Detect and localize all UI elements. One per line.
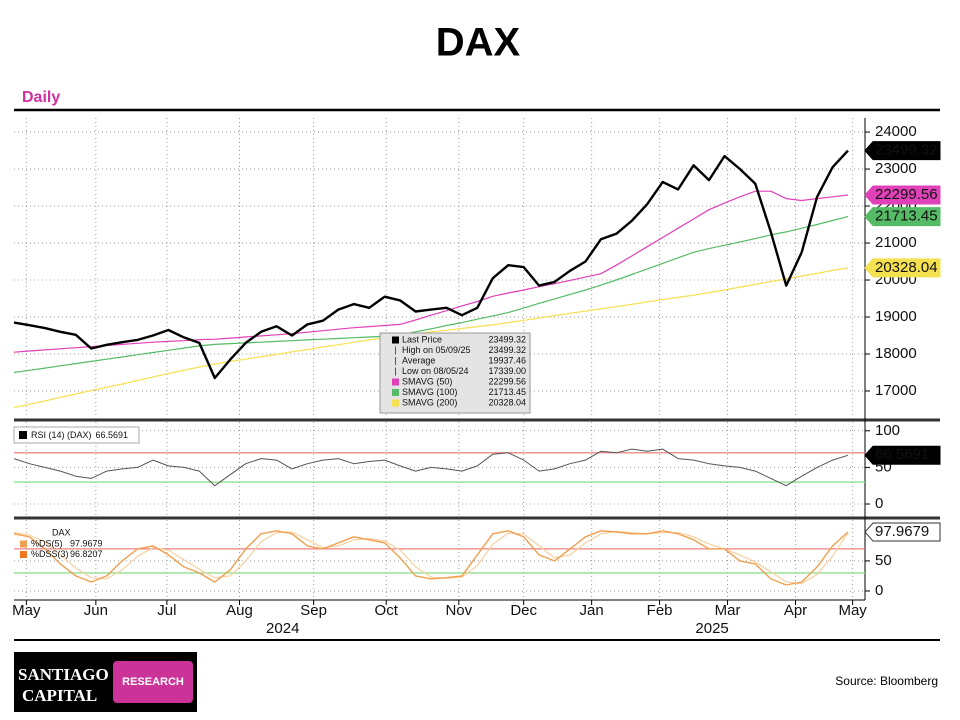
legend-value: 17339.00 [488, 366, 526, 376]
legend-label: High on 05/09/25 [402, 345, 471, 355]
series-line [13, 530, 849, 585]
legend-label: SMAVG (100) [402, 387, 457, 397]
x-tick-label: Sep [300, 602, 327, 619]
value-box-label: 66.5691 [875, 446, 929, 463]
value-box-label: 21713.45 [875, 208, 938, 225]
x-tick-label: Apr [784, 602, 807, 619]
legend-label: SMAVG (50) [402, 376, 452, 386]
logo-text: CAPITAL [22, 686, 97, 705]
legend-label: RSI (14) (DAX) [31, 430, 92, 440]
x-year-label: 2024 [266, 620, 299, 637]
legend-swatch [392, 399, 399, 407]
y-tick-label: 23000 [875, 160, 917, 177]
legend-swatch [20, 551, 27, 558]
series-line [13, 190, 849, 353]
legend: Last Price 23499.32 High on 05/09/25 23499.… [379, 332, 531, 414]
y-tick-label: 24000 [875, 123, 917, 140]
plots: 1700018000190002000021000220002300024000… [12, 118, 941, 637]
legend-swatch [392, 378, 399, 386]
legend-value: 23499.32 [488, 334, 526, 344]
x-tick-label: Aug [226, 602, 253, 619]
legend-swatch [20, 540, 27, 548]
value-box [864, 185, 941, 205]
y-tick-label: 19000 [875, 308, 917, 325]
logo-tag-box [113, 661, 193, 703]
legend-label: %DS(5) [31, 538, 63, 548]
value-box-label: 23499.32 [875, 142, 938, 159]
x-tick-label: Nov [445, 602, 472, 619]
x-tick-label: Oct [375, 602, 399, 619]
x-tick-label: May [12, 602, 41, 619]
x-tick-label: Jun [84, 602, 108, 619]
y-tick-label: 18000 [875, 345, 917, 362]
value-box [864, 258, 941, 278]
value-box [864, 522, 941, 542]
x-tick-label: Feb [647, 602, 673, 619]
y-tick-label: 17000 [875, 382, 917, 399]
x-tick-label: Jan [580, 602, 604, 619]
value-box-label: 22299.56 [875, 186, 938, 203]
subtitle: Daily [22, 89, 60, 106]
legend-label: %DSS(3) [31, 549, 69, 559]
value-box [864, 445, 941, 465]
series-line [13, 448, 849, 487]
legend-box [379, 332, 531, 414]
legend-value: 23499.32 [488, 345, 526, 355]
legend-label: Low on 08/05/24 [402, 366, 469, 376]
x-tick-label: Mar [715, 602, 741, 619]
x-tick-label: Jul [157, 602, 176, 619]
logo-text: SANTIAGO [18, 665, 109, 684]
legend-swatch [392, 389, 399, 396]
series-line [13, 530, 849, 586]
source: Source: Bloomberg [835, 674, 938, 688]
value-box-label: 97.9679 [875, 523, 929, 540]
series-line [13, 216, 849, 374]
legend-label: Last Price [402, 334, 442, 344]
y-tick-label: 0 [875, 495, 883, 512]
legend-swatch [19, 431, 27, 439]
value-box [864, 207, 941, 227]
title: DAX [436, 21, 521, 65]
y-tick-label: 21000 [875, 234, 917, 251]
legend-box [13, 426, 140, 444]
x-tick-label: Dec [510, 602, 537, 619]
legend-title: DAX [52, 527, 71, 537]
legend-value: 19937.46 [488, 355, 526, 365]
y-tick-label: 50 [875, 552, 892, 569]
y-tick-label: 100 [875, 422, 900, 439]
legend-swatch [392, 336, 399, 344]
legend-value: 97.9679 [70, 538, 103, 548]
legend-label: SMAVG (200) [402, 397, 457, 407]
value-box-label: 20328.04 [875, 259, 938, 276]
legend-value: 22299.56 [488, 376, 526, 386]
logo-tag: RESEARCH [122, 676, 184, 688]
legend-label: Average [402, 355, 435, 365]
series-line [13, 267, 849, 409]
legend-value: 21713.45 [488, 387, 526, 397]
legend-value: 20328.04 [488, 397, 526, 407]
value-box [864, 141, 941, 161]
legend-value: 66.5691 [96, 430, 129, 440]
y-tick-label: 0 [875, 582, 883, 599]
series-line [13, 149, 849, 380]
legend-value: 96.8207 [70, 549, 103, 559]
x-year-label: 2025 [695, 620, 728, 637]
x-tick-label: May [838, 602, 867, 619]
